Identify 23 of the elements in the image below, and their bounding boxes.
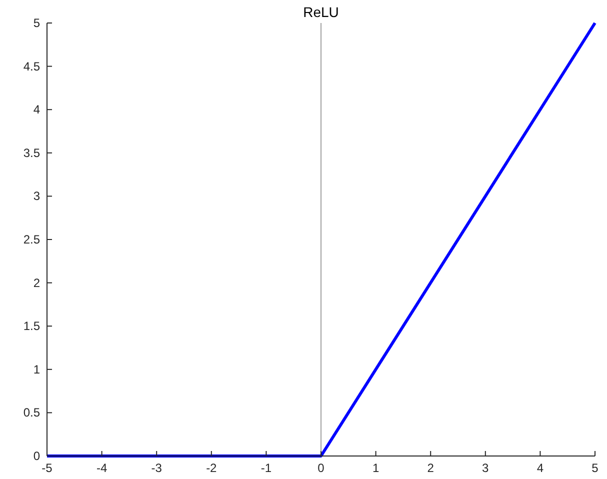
x-tick-label: -2 (206, 461, 218, 475)
y-tick-label: 0.5 (23, 406, 40, 420)
x-tick-label: 5 (592, 461, 599, 475)
y-tick-label: 3.5 (23, 146, 40, 160)
x-tick-label: 4 (536, 461, 544, 475)
y-tick-label: 4.5 (23, 59, 40, 74)
chart-title: ReLU (303, 4, 339, 20)
y-tick-label: 2 (33, 276, 40, 290)
x-tick-label: 2 (427, 461, 434, 475)
x-tick-label: 0 (318, 461, 325, 475)
y-tick-label: 3 (33, 189, 40, 204)
y-tick-label: 5 (33, 16, 40, 30)
x-tick-label: -5 (42, 461, 53, 475)
x-tick-label: -4 (96, 461, 108, 475)
y-tick-label: 4 (33, 102, 40, 117)
y-tick-label: 2.5 (23, 232, 40, 246)
y-tick-label: 0 (33, 449, 40, 463)
y-tick-label: 1 (33, 362, 40, 376)
x-tick-label: -1 (260, 461, 272, 475)
x-tick-label: -3 (151, 461, 162, 475)
x-tick-label: 3 (482, 461, 490, 475)
x-tick-label: 1 (372, 461, 380, 475)
y-tick-label: 1.5 (23, 319, 40, 334)
